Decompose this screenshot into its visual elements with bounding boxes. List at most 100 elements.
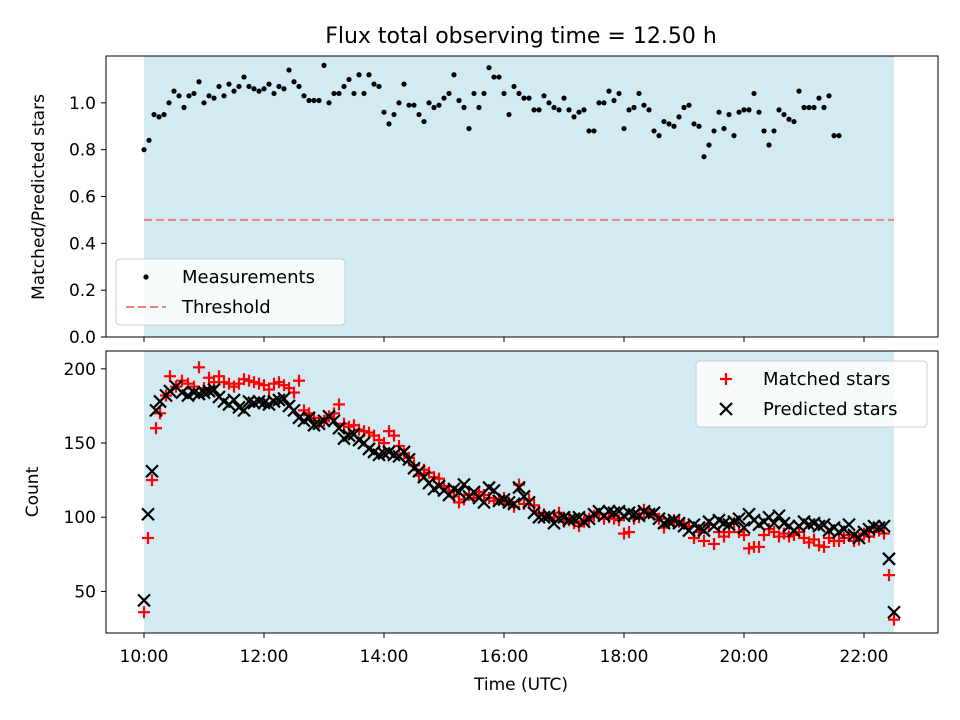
measurement-point [341, 83, 347, 90]
measurement-point [531, 107, 537, 113]
measurement-point [261, 86, 267, 92]
measurement-point [521, 95, 527, 101]
measurement-point [706, 142, 712, 148]
measurement-point [466, 125, 472, 132]
bottom-y-tick-label: 100 [64, 508, 96, 528]
measurement-point [431, 104, 437, 111]
predicted-star-marker [302, 411, 316, 425]
measurement-point [481, 90, 487, 97]
measurement-point [561, 95, 567, 101]
x-tick-label: 20:00 [720, 647, 769, 667]
predicted-star-marker [842, 517, 856, 532]
bottom-y-tick-label: 50 [74, 582, 96, 602]
predicted-star-marker [149, 403, 163, 418]
measurement-point [616, 90, 622, 97]
measurement-point [506, 111, 512, 118]
predicted-star-marker [452, 485, 466, 499]
measurement-points [141, 62, 842, 160]
measurement-point [336, 90, 342, 97]
measurement-point [696, 123, 702, 129]
predicted-star-marker [145, 464, 159, 478]
predicted-star-marker [327, 413, 341, 428]
matched-star-marker [193, 361, 205, 374]
measurement-point [271, 90, 277, 97]
measurement-point [321, 62, 327, 68]
measurement-point [771, 128, 777, 134]
measurement-point [471, 90, 477, 97]
predicted-star-marker [397, 445, 411, 459]
measurement-point [171, 88, 177, 94]
measurement-point [291, 79, 297, 85]
bottom-legend-box [695, 360, 928, 428]
measurement-point [461, 104, 467, 111]
measurement-point [226, 81, 232, 87]
measurement-point [786, 116, 792, 122]
x-tick-label: 18:00 [600, 647, 649, 667]
predicted-star-marker [767, 516, 781, 530]
top-panel: 0.0 0.2 0.4 0.6 0.8 1.0 Matched/Predicted sta… [29, 55, 939, 348]
x-tick-label: 10:00 [120, 647, 169, 667]
x-axis-label: Time (UTC) [473, 675, 568, 695]
measurement-point [396, 100, 402, 106]
predicted-star-marker [732, 511, 746, 526]
predicted-star-marker [772, 508, 786, 523]
measurement-point [536, 107, 542, 113]
legend-marker-measurements [143, 274, 149, 280]
top-y-axis-label: Matched/Predicted stars [29, 94, 49, 300]
measurement-point [166, 100, 172, 106]
measurement-point [411, 102, 417, 108]
matched-star-marker [150, 422, 162, 435]
measurement-point [161, 111, 167, 118]
predicted-star-marker [457, 477, 471, 492]
top-legend-box [115, 258, 346, 326]
predicted-star-marker [137, 593, 151, 608]
measurement-point [206, 93, 212, 99]
measurement-point [791, 118, 797, 125]
measurement-point [546, 100, 552, 106]
measurement-point [621, 125, 627, 132]
measurement-point [596, 100, 602, 106]
predicted-star-marker [237, 403, 251, 418]
measurement-point [281, 86, 287, 92]
measurement-point [516, 90, 522, 97]
top-legend: Measurements Threshold [115, 258, 346, 326]
matched-star-marker [142, 532, 154, 545]
top-y-tick-label: 0.2 [69, 281, 96, 301]
predicted-star-marker [737, 520, 751, 535]
measurement-point [636, 90, 642, 97]
measurement-point [681, 104, 687, 111]
measurement-point [351, 90, 357, 97]
measurement-point [376, 83, 382, 90]
measurement-point [391, 111, 397, 118]
measurement-point [701, 154, 707, 160]
measurement-point [741, 107, 747, 113]
measurement-point [811, 104, 817, 111]
measurement-point [316, 97, 322, 104]
measurement-point [266, 81, 272, 87]
matched-star-marker [328, 407, 340, 420]
figure-title: Flux total observing time = 12.50 h [325, 24, 717, 49]
measurement-point [251, 86, 257, 92]
matched-star-marker [146, 474, 158, 487]
matched-star-marker [888, 613, 900, 626]
measurement-point [191, 90, 197, 97]
measurement-point [231, 88, 237, 94]
measurement-point [426, 100, 432, 106]
measurement-point [526, 95, 532, 101]
top-x-ticks [143, 337, 865, 342]
measurement-point [456, 97, 462, 104]
top-y-tick-label: 0.8 [69, 141, 96, 161]
measurement-point [371, 81, 377, 87]
measurement-point [421, 118, 427, 125]
measurement-point [661, 118, 667, 125]
measurement-point [141, 147, 147, 153]
measurement-point [646, 107, 652, 113]
predicted-star-marker [882, 552, 896, 566]
measurement-point [236, 83, 242, 90]
measurement-point [386, 121, 392, 127]
legend-label-threshold: Threshold [181, 297, 271, 318]
legend-marker-predicted [719, 402, 733, 416]
measurement-point [436, 102, 442, 108]
measurement-point [821, 104, 827, 111]
